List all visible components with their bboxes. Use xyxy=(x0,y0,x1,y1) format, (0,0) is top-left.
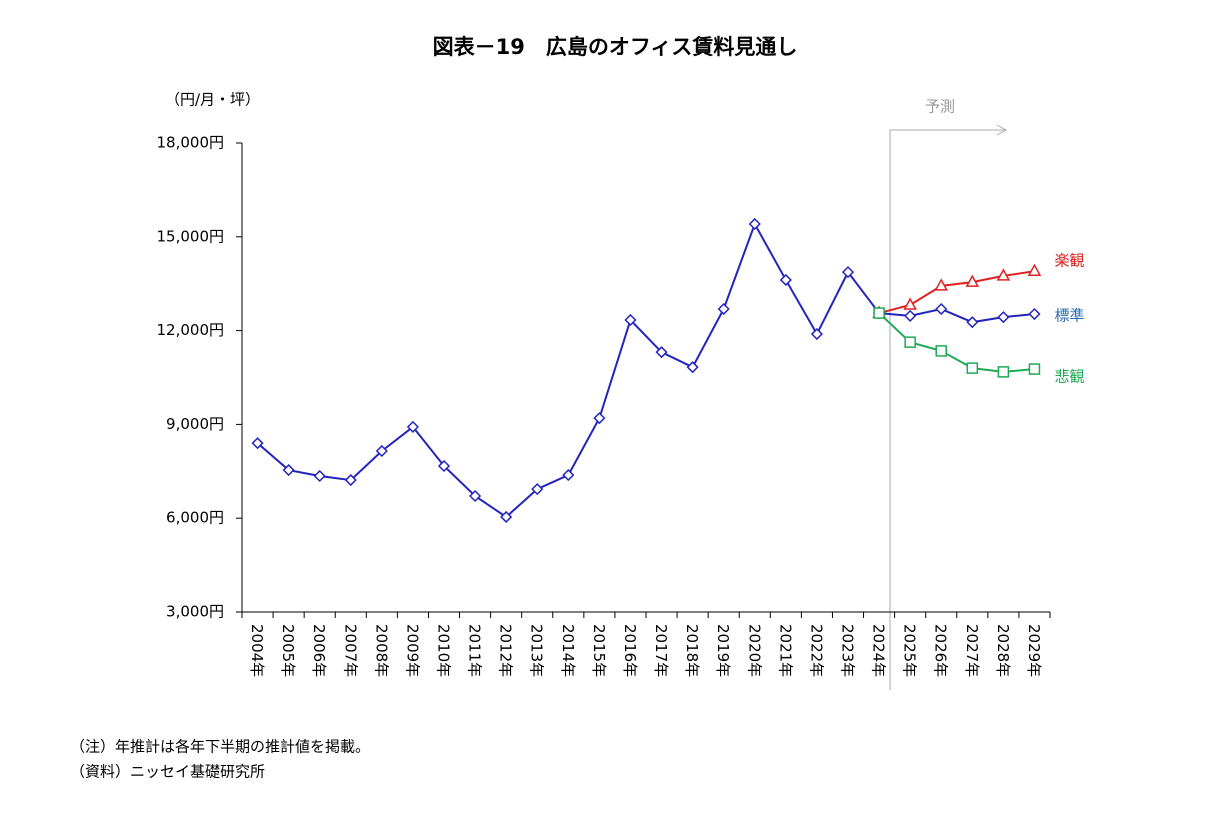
series-label: 楽観 xyxy=(1054,252,1084,270)
point xyxy=(500,510,513,524)
x-tick-label: 2029年 xyxy=(1025,624,1043,677)
point xyxy=(997,311,1010,324)
point xyxy=(406,420,419,433)
x-tick-label: 2012年 xyxy=(497,624,515,677)
point xyxy=(934,278,948,291)
x-tick-label: 2025年 xyxy=(901,624,919,677)
unit-label: （円/月・坪） xyxy=(165,91,260,109)
point xyxy=(655,346,668,359)
point xyxy=(251,437,264,450)
x-tick-label: 2004年 xyxy=(248,624,266,677)
point xyxy=(313,469,326,483)
source: （資料）ニッセイ基礎研究所 xyxy=(70,763,265,781)
x-tick-label: 2006年 xyxy=(310,624,328,677)
x-tick-label: 2011年 xyxy=(466,624,484,677)
point xyxy=(904,309,917,322)
point xyxy=(282,463,295,477)
x-tick-label: 2008年 xyxy=(372,624,390,677)
point xyxy=(903,297,917,310)
point xyxy=(841,266,855,279)
x-tick-label: 2024年 xyxy=(870,624,888,677)
x-tick-label: 2023年 xyxy=(839,624,857,677)
point xyxy=(935,345,947,357)
point xyxy=(375,444,388,458)
point xyxy=(935,302,948,316)
y-tick-label: 18,000円 xyxy=(157,134,225,152)
y-tick-label: 6,000円 xyxy=(166,509,224,527)
forecast-arrowhead xyxy=(996,124,1008,136)
x-tick-label: 2022年 xyxy=(807,624,825,677)
x-tick-label: 2018年 xyxy=(683,624,701,677)
x-tick-label: 2026年 xyxy=(932,624,950,677)
x-tick-label: 2014年 xyxy=(559,624,577,677)
y-tick-label: 15,000円 xyxy=(157,227,225,245)
x-tick-label: 2013年 xyxy=(528,624,546,677)
point xyxy=(624,313,637,327)
x-tick-label: 2019年 xyxy=(714,624,732,677)
point xyxy=(469,489,482,503)
series-label: 標準 xyxy=(1054,307,1084,325)
x-tick-label: 2021年 xyxy=(776,624,794,677)
point xyxy=(1027,263,1042,276)
point xyxy=(779,273,792,287)
y-tick-label: 9,000円 xyxy=(166,415,224,433)
y-tick-label: 3,000円 xyxy=(166,603,224,621)
series-line xyxy=(878,270,1035,315)
point xyxy=(904,336,916,348)
x-tick-label: 2009年 xyxy=(403,624,421,677)
chart-title: 図表－19 広島のオフィス賃料見通し xyxy=(433,35,798,59)
x-tick-label: 2005年 xyxy=(279,624,297,677)
point xyxy=(966,316,979,329)
point xyxy=(437,459,451,473)
point xyxy=(593,412,606,425)
point xyxy=(996,268,1011,281)
point xyxy=(686,361,699,374)
point xyxy=(1028,307,1041,321)
point xyxy=(748,217,761,231)
x-tick-label: 2016年 xyxy=(621,624,639,677)
series-line xyxy=(256,221,1035,519)
point xyxy=(966,362,979,374)
point xyxy=(717,302,730,316)
y-tick-label: 12,000円 xyxy=(157,321,225,339)
forecast-label: 予測 xyxy=(925,98,955,116)
point xyxy=(344,473,357,487)
series-label: 悲観 xyxy=(1054,368,1084,386)
x-tick-label: 2007年 xyxy=(341,624,359,677)
x-tick-label: 2010年 xyxy=(435,624,453,677)
x-tick-label: 2027年 xyxy=(963,624,981,677)
x-tick-label: 2015年 xyxy=(590,624,608,677)
series-line xyxy=(878,312,1035,373)
point xyxy=(873,307,885,319)
point xyxy=(1028,363,1041,375)
point xyxy=(562,468,575,482)
x-tick-label: 2028年 xyxy=(994,624,1012,677)
point xyxy=(997,366,1010,378)
point xyxy=(810,327,823,341)
note: （注）年推計は各年下半期の推計値を掲載。 xyxy=(70,738,370,756)
point xyxy=(965,274,980,287)
x-tick-label: 2020年 xyxy=(745,624,763,677)
point xyxy=(531,483,544,496)
x-tick-label: 2017年 xyxy=(652,624,670,677)
